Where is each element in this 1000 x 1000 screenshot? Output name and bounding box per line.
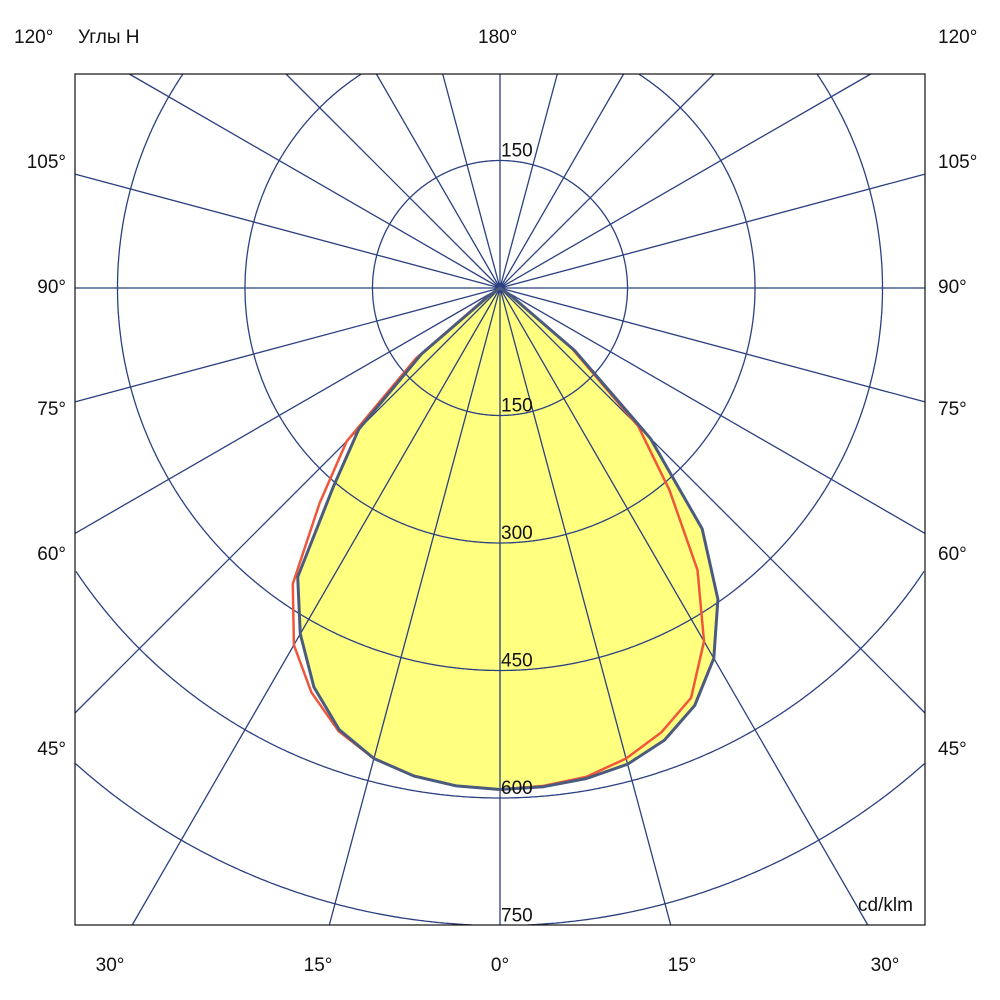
- grid-radial-line: [375, 73, 501, 289]
- grid-radial-line: [74, 287, 501, 714]
- curves-layer: [297, 288, 718, 790]
- ring-label-300: 300: [501, 523, 533, 544]
- ring-label-750: 750: [501, 906, 533, 927]
- grid-radial-line: [499, 73, 715, 289]
- grid-radial-line: [499, 73, 558, 289]
- grid-layer: [74, 73, 926, 926]
- grid-radial-line: [285, 73, 501, 289]
- angle-label-right-75: 75°: [938, 399, 967, 420]
- grid-radial-line: [74, 287, 501, 403]
- plot-frame: [74, 73, 926, 926]
- grid-radial-line: [499, 73, 625, 289]
- angle-label-right-105: 105°: [938, 152, 978, 173]
- ring-label-600: 600: [501, 778, 533, 799]
- ring-labels: 150 150 300 450 600 750: [501, 141, 533, 927]
- grid-radial-line: [74, 287, 501, 534]
- angle-label-right-90: 90°: [938, 277, 967, 298]
- ring-label-top-150: 150: [501, 141, 533, 162]
- angle-label-left-60: 60°: [37, 544, 66, 565]
- angle-label-bottom-30-left: 30°: [95, 955, 125, 976]
- angle-label-left-105: 105°: [26, 152, 66, 173]
- grid-radial-line: [499, 73, 872, 289]
- angle-label-top-180: 180°: [478, 27, 518, 48]
- grid-ring-300: [244, 73, 756, 544]
- grid-radial-line: [499, 287, 926, 534]
- angle-label-bottom-0: 0°: [490, 955, 510, 976]
- angle-label-left-90: 90°: [37, 277, 66, 298]
- series-line-0: [296, 286, 720, 791]
- angle-label-right-60: 60°: [938, 544, 967, 565]
- angle-label-right-45: 45°: [938, 739, 967, 760]
- grid-radial-line: [131, 287, 501, 926]
- angle-label-bottom-15-right: 15°: [667, 955, 697, 976]
- series-fill-0: [297, 288, 718, 790]
- grid-radial-line: [499, 287, 869, 926]
- grid-radial-line: [499, 173, 926, 289]
- grid-ring-600: [75, 570, 925, 799]
- grid-radial-line: [499, 287, 926, 714]
- grid-radial-line: [328, 287, 501, 926]
- unit-label: cd/klm: [858, 895, 913, 916]
- grid-radial-line: [499, 287, 926, 403]
- grid-ring-450: [116, 73, 884, 672]
- ring-label-450: 450: [501, 651, 533, 672]
- angle-label-bottom-30-right: 30°: [870, 955, 900, 976]
- grid-radial-line: [442, 73, 501, 289]
- angle-label-left-45: 45°: [37, 739, 66, 760]
- curve-lines-layer: [291, 286, 720, 791]
- grid-radial-line: [499, 287, 672, 926]
- grid-radial-line: [74, 173, 501, 289]
- ring-label-150: 150: [501, 396, 533, 417]
- angle-label-left-75: 75°: [37, 399, 66, 420]
- grid-ring-750: [75, 763, 925, 926]
- angle-label-right-120: 120°: [938, 27, 978, 48]
- angle-label-bottom-15-left: 15°: [303, 955, 333, 976]
- angle-label-left-120: 120°: [14, 27, 54, 48]
- grid-radial-line: [128, 73, 501, 289]
- plane-label: Углы H: [78, 27, 140, 48]
